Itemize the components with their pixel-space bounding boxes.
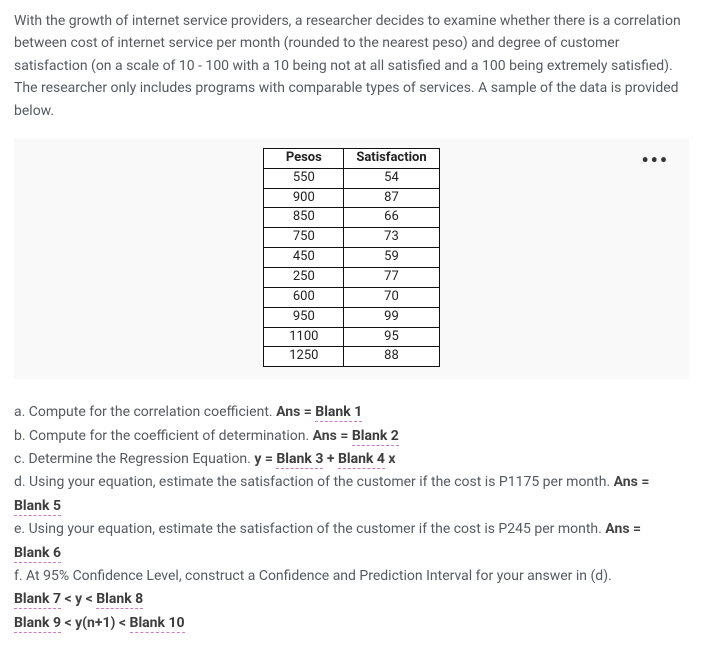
cell: 550 [264,168,344,188]
table-row: 95099 [264,307,439,327]
question-c: c. Determine the Regression Equation. y … [14,448,689,470]
table-region: ••• Pesos Satisfaction 55054 90087 85066… [14,138,689,379]
blank-1[interactable]: Blank 1 [315,404,362,422]
table-row: 75073 [264,228,439,248]
lt-y-lt: < y < [61,591,96,607]
q-b-text: b. Compute for the coefficient of determ… [14,428,313,444]
col-header-pesos: Pesos [264,148,344,168]
blank-2[interactable]: Blank 2 [352,428,399,446]
cell: 450 [264,248,344,268]
table-row: 85066 [264,208,439,228]
question-d: d. Using your equation, estimate the sat… [14,471,689,493]
table-row: 90087 [264,188,439,208]
q-a-text: a. Compute for the correlation coefficie… [14,404,276,420]
table-row: 60070 [264,287,439,307]
cell: 77 [344,268,439,288]
problem-intro: With the growth of internet service prov… [14,10,689,122]
cell: 99 [344,307,439,327]
table-row: 25077 [264,268,439,288]
question-f: f. At 95% Confidence Level, construct a … [14,565,689,587]
blank-3[interactable]: Blank 3 [276,451,323,469]
ans-label: Ans = [313,428,352,444]
blank-10[interactable]: Blank 10 [130,615,185,633]
cell: 87 [344,188,439,208]
cell: 54 [344,168,439,188]
table-row: 125088 [264,347,439,367]
ans-label: Ans = [605,521,641,537]
cell: 600 [264,287,344,307]
eqn-y-equals: y = [254,451,276,467]
cell: 250 [264,268,344,288]
question-e-blank: Blank 6 [14,542,689,564]
ans-label: Ans = [276,404,315,420]
eqn-plus: + [323,451,338,467]
table-header-row: Pesos Satisfaction [264,148,439,168]
question-f-ci: Blank 7 < y < Blank 8 [14,588,689,610]
cell: 850 [264,208,344,228]
table-row: 45059 [264,248,439,268]
cell: 66 [344,208,439,228]
cell: 73 [344,228,439,248]
eqn-x: x [385,451,396,467]
cell: 1250 [264,347,344,367]
cell: 750 [264,228,344,248]
q-c-text: c. Determine the Regression Equation. [14,451,254,467]
data-table: Pesos Satisfaction 55054 90087 85066 750… [263,148,439,367]
cell: 70 [344,287,439,307]
questions-block: a. Compute for the correlation coefficie… [14,401,689,634]
cell: 900 [264,188,344,208]
q-e-text: e. Using your equation, estimate the sat… [14,521,605,537]
blank-6[interactable]: Blank 6 [14,545,61,563]
more-options-icon[interactable]: ••• [641,150,669,170]
q-d-text: d. Using your equation, estimate the sat… [14,474,614,490]
question-e: e. Using your equation, estimate the sat… [14,518,689,540]
blank-9[interactable]: Blank 9 [14,615,61,633]
blank-7[interactable]: Blank 7 [14,591,61,609]
cell: 1100 [264,327,344,347]
table-row: 110095 [264,327,439,347]
cell: 950 [264,307,344,327]
question-d-blank: Blank 5 [14,495,689,517]
col-header-satisfaction: Satisfaction [344,148,439,168]
blank-4[interactable]: Blank 4 [338,451,385,469]
question-a: a. Compute for the correlation coefficie… [14,401,689,423]
cell: 88 [344,347,439,367]
lt-yn-lt: < y(n+1) < [61,615,130,631]
question-f-pi: Blank 9 < y(n+1) < Blank 10 [14,612,689,634]
blank-8[interactable]: Blank 8 [96,591,143,609]
cell: 95 [344,327,439,347]
cell: 59 [344,248,439,268]
ans-label: Ans = [614,474,650,490]
table-row: 55054 [264,168,439,188]
blank-5[interactable]: Blank 5 [14,498,61,516]
question-b: b. Compute for the coefficient of determ… [14,425,689,447]
